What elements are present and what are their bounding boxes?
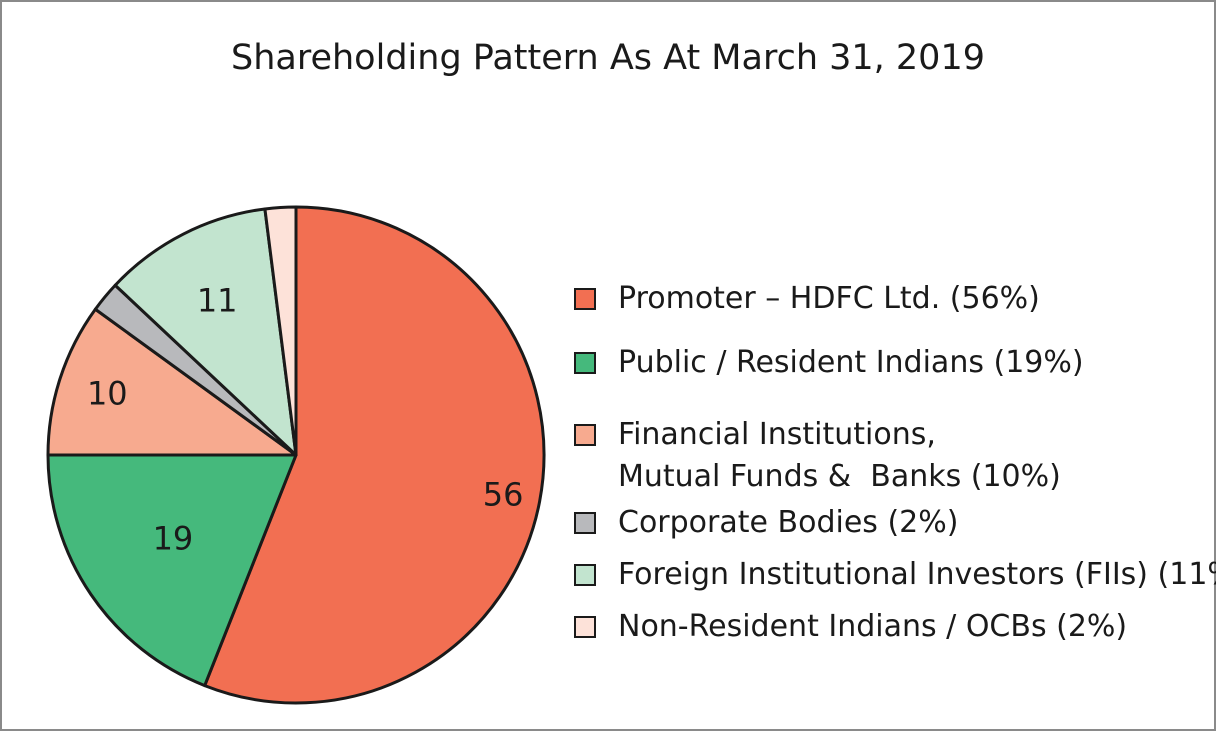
pie-chart: 56 19 10 11 <box>46 205 546 705</box>
legend-label-0: Promoter – HDFC Ltd. (56%) <box>618 281 1040 316</box>
legend-label-2-line-1: Mutual Funds & Banks (10%) <box>618 459 1061 494</box>
pie-slice-2 <box>46 307 298 457</box>
legend-swatch-1 <box>574 352 596 374</box>
chart-title: Shareholding Pattern As At March 31, 201… <box>231 38 985 78</box>
legend-swatch-2 <box>574 424 596 446</box>
legend-label-5: Non-Resident Indians / OCBs (2%) <box>618 609 1128 644</box>
legend: Promoter – HDFC Ltd. (56%) Public / Resid… <box>574 2 1216 729</box>
legend-swatch-0 <box>574 288 596 310</box>
legend-label-4: Foreign Institutional Investors (FIIs) (… <box>618 557 1216 592</box>
legend-label-3: Corporate Bodies (2%) <box>618 505 959 540</box>
legend-label-2: Financial Institutions, <box>618 417 936 452</box>
pie-slice-0 <box>203 205 546 705</box>
pie-slice-5 <box>263 205 298 457</box>
slice-label-2: 10 <box>87 375 128 413</box>
legend-swatch-5 <box>574 616 596 638</box>
slice-label-4: 11 <box>197 281 238 319</box>
legend-label-1: Public / Resident Indians (19%) <box>618 345 1084 380</box>
pie-slice-4 <box>113 207 298 457</box>
slice-label-0: 56 <box>483 475 524 513</box>
slice-label-1: 19 <box>153 520 194 558</box>
pie-slice-1 <box>46 453 298 688</box>
legend-swatch-3 <box>574 512 596 534</box>
legend-swatch-4 <box>574 564 596 586</box>
